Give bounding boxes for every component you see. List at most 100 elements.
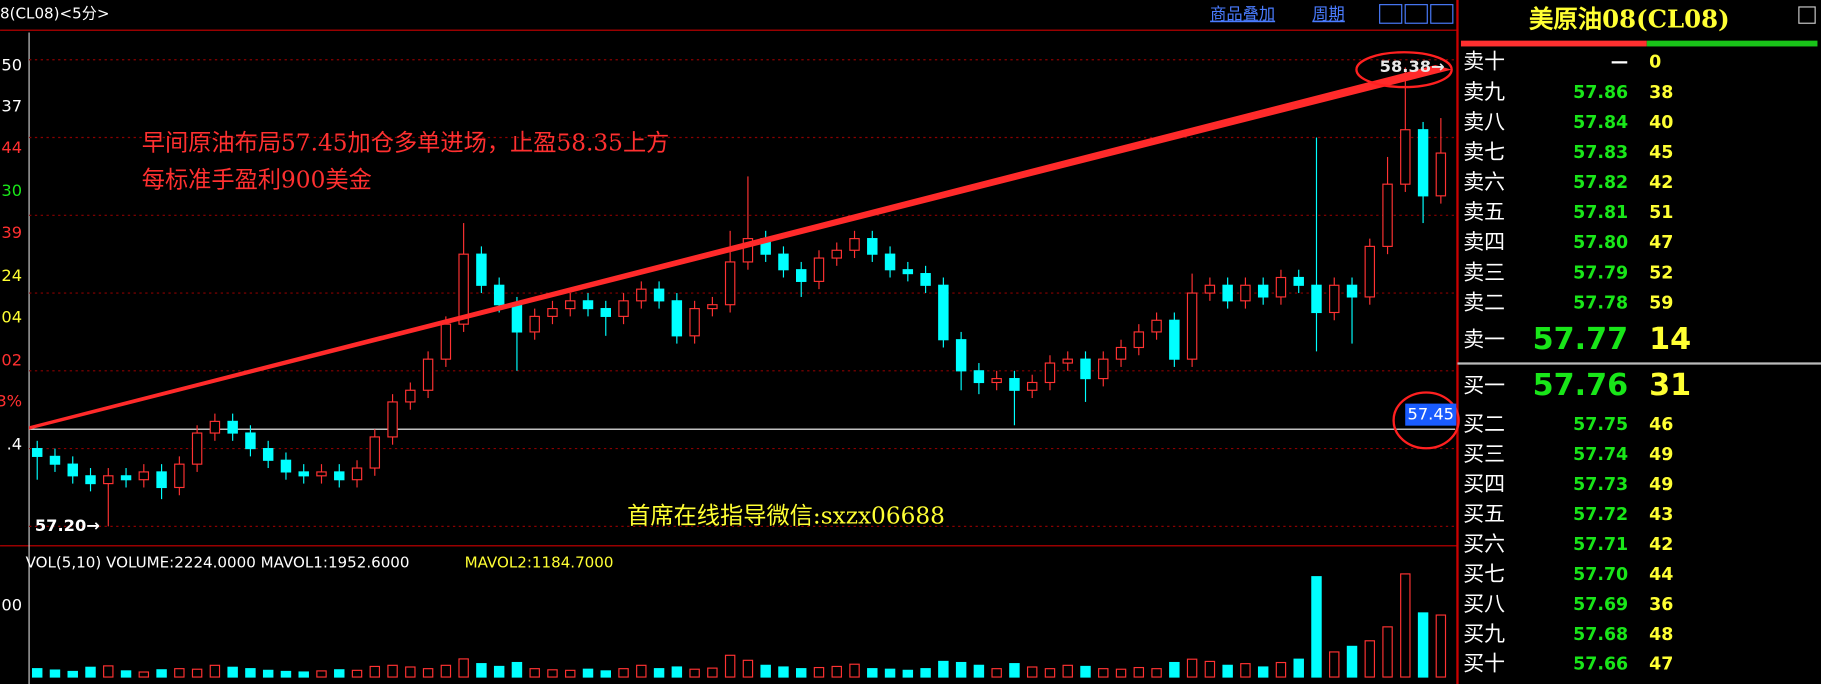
volume-bar (1293, 658, 1304, 678)
book-price: 57.83 (1573, 143, 1628, 163)
left-strip-label: 30 (1, 181, 22, 200)
candle-body (1026, 381, 1038, 391)
right-button[interactable] (1404, 4, 1428, 24)
book-volume: 47 (1649, 233, 1673, 253)
volume-bar (884, 668, 896, 678)
candle-body (1222, 284, 1233, 302)
left-strip-label: .4 (7, 434, 23, 453)
volume-bar (67, 670, 78, 678)
candle-body (227, 420, 238, 434)
candle-body (938, 284, 949, 341)
book-label: 买七 (1463, 562, 1505, 586)
book-volume: 47 (1649, 655, 1673, 675)
candle-body (547, 308, 558, 317)
book-label: 卖四 (1463, 230, 1505, 254)
volume-bar (1346, 645, 1358, 678)
annotation: 早间原油布局57.45加仓多单进场，止盈58.35上方 (142, 130, 670, 157)
book-volume: 44 (1649, 565, 1673, 585)
book-label: 卖八 (1463, 110, 1505, 134)
candle-body (600, 308, 612, 317)
book-price: 57.69 (1573, 595, 1628, 615)
book-volume: 59 (1649, 293, 1673, 313)
volume-bar (689, 668, 700, 678)
book-volume: 51 (1649, 203, 1673, 223)
candle-body (1009, 378, 1020, 391)
symbol-label: 8(CL08)<5分> (0, 4, 109, 22)
candle-body (405, 389, 416, 403)
volume-bars (31, 573, 1447, 678)
book-label: 卖一 (1463, 327, 1505, 351)
annotation: 每标准手盈利900美金 (142, 167, 372, 194)
volume-bar (600, 670, 612, 678)
volume-bar (31, 668, 43, 678)
volume-bar (1382, 626, 1393, 678)
layout-button[interactable] (1430, 4, 1454, 24)
book-volume: 49 (1649, 445, 1673, 465)
candle-body (191, 432, 203, 465)
candle-body (1417, 129, 1429, 197)
book-price: 57.74 (1573, 445, 1628, 465)
left-strip-label: 44 (1, 138, 22, 157)
volume-bar (795, 668, 807, 678)
candle-body (298, 471, 309, 477)
volume-bar (1186, 658, 1198, 678)
book-price: 57.68 (1573, 625, 1628, 645)
book-price: 57.77 (1533, 322, 1628, 357)
book-label: 买五 (1463, 502, 1505, 526)
entry-circle (1392, 391, 1460, 450)
book-title: 美原油08(CL08) (1529, 4, 1730, 33)
candle-body (1364, 245, 1376, 298)
volume-bar (1400, 573, 1411, 678)
candle-body (103, 475, 114, 485)
menu-button[interactable] (1798, 6, 1816, 24)
book-price: 57.82 (1573, 173, 1628, 193)
volume-bar (1222, 664, 1233, 678)
left-strip-label: 39 (1, 223, 22, 242)
volume-bar (191, 668, 203, 678)
volume-bar (174, 668, 185, 678)
volume-bar (1026, 666, 1038, 678)
volume-bar (422, 668, 434, 678)
book-price: 57.73 (1573, 475, 1628, 495)
volume-bar (1417, 612, 1429, 678)
volume-bar (49, 669, 61, 678)
left-button[interactable] (1379, 4, 1403, 24)
period-button[interactable]: 周期 (1312, 5, 1344, 24)
candle-body (1098, 358, 1109, 380)
left-strip-label: 02 (1, 351, 22, 370)
book-label: 卖十 (1463, 50, 1505, 74)
volume-bar (1257, 666, 1269, 678)
candle-body (209, 420, 221, 434)
candle-body (653, 288, 665, 302)
indicator-label: VOL(5,10) VOLUME:2224.0000 MAVOL1:1952.6… (26, 554, 410, 572)
volume-bar (831, 665, 842, 678)
volume-bar (227, 666, 238, 678)
candle-body (1346, 284, 1358, 298)
candles (31, 67, 1447, 527)
grid (29, 59, 1456, 527)
book-volume: 14 (1649, 322, 1691, 357)
overlay-button[interactable]: 商品叠加 (1210, 5, 1275, 24)
volume-bar (1240, 663, 1251, 678)
book-volume: 42 (1649, 535, 1673, 555)
book-price: — (1611, 53, 1628, 73)
volume-bar (316, 670, 327, 678)
book-label: 买三 (1463, 442, 1505, 466)
candle-body (1133, 331, 1145, 349)
volume-bar (440, 664, 452, 678)
book-volume: 52 (1649, 263, 1673, 283)
book-price: 57.70 (1573, 565, 1628, 585)
candle-body (1062, 358, 1073, 364)
candle-body (920, 273, 931, 286)
candle-body (565, 300, 576, 310)
candle-body (724, 261, 736, 306)
trend-arrow (29, 65, 1452, 430)
candle-body (351, 467, 363, 481)
volume-bar (1115, 668, 1127, 678)
volume-bar (493, 665, 505, 678)
volume-bar (1435, 614, 1447, 678)
candle-body (1151, 319, 1162, 333)
volume-bar (778, 666, 789, 678)
candle-body (1275, 276, 1287, 298)
